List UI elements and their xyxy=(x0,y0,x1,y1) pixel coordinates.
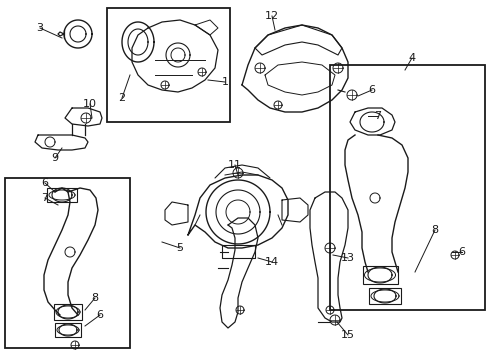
Bar xyxy=(330,65,485,310)
Text: 8: 8 xyxy=(92,293,98,303)
Text: 13: 13 xyxy=(341,253,355,263)
Text: 9: 9 xyxy=(51,153,59,163)
Text: 1: 1 xyxy=(221,77,228,87)
Text: 15: 15 xyxy=(341,330,355,340)
Text: 4: 4 xyxy=(409,53,416,63)
Text: 8: 8 xyxy=(431,225,439,235)
Text: 7: 7 xyxy=(374,111,382,121)
Bar xyxy=(5,178,130,348)
Text: 6: 6 xyxy=(97,310,103,320)
Bar xyxy=(107,8,230,122)
Text: 5: 5 xyxy=(176,243,183,253)
Text: 7: 7 xyxy=(42,193,49,203)
Text: 6: 6 xyxy=(42,178,49,188)
Text: 14: 14 xyxy=(265,257,279,267)
Text: 11: 11 xyxy=(228,160,242,170)
Text: 12: 12 xyxy=(265,11,279,21)
Text: 6: 6 xyxy=(459,247,466,257)
Text: 10: 10 xyxy=(83,99,97,109)
Text: 3: 3 xyxy=(36,23,44,33)
Text: 6: 6 xyxy=(368,85,375,95)
Text: 2: 2 xyxy=(119,93,125,103)
